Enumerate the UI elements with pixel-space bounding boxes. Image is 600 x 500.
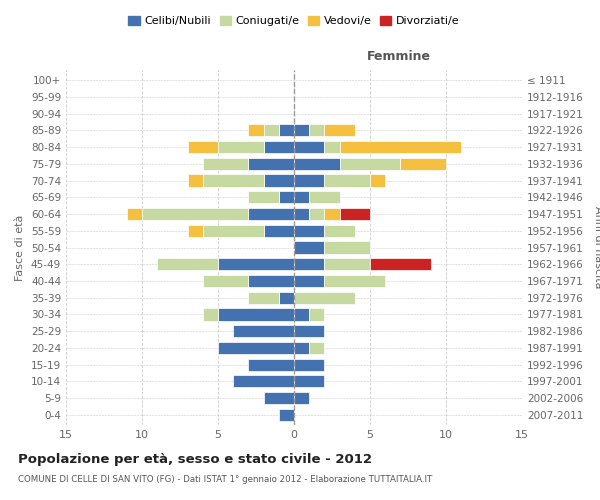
Bar <box>188 224 203 237</box>
Bar <box>325 242 370 254</box>
Bar <box>203 224 263 237</box>
Bar <box>325 141 340 153</box>
Bar <box>188 174 203 186</box>
Bar <box>294 376 325 388</box>
Text: COMUNE DI CELLE DI SAN VITO (FG) - Dati ISTAT 1° gennaio 2012 - Elaborazione TUT: COMUNE DI CELLE DI SAN VITO (FG) - Dati … <box>18 475 432 484</box>
Y-axis label: Fasce di età: Fasce di età <box>16 214 25 280</box>
Bar <box>279 191 294 203</box>
Bar <box>203 308 218 320</box>
Bar <box>233 376 294 388</box>
Bar <box>309 191 340 203</box>
Bar <box>203 275 248 287</box>
Bar <box>294 292 355 304</box>
Bar <box>294 308 309 320</box>
Bar <box>325 224 355 237</box>
Bar <box>294 208 309 220</box>
Legend: Celibi/Nubili, Coniugati/e, Vedovi/e, Divorziati/e: Celibi/Nubili, Coniugati/e, Vedovi/e, Di… <box>124 12 464 30</box>
Bar <box>370 258 431 270</box>
Bar <box>248 158 294 170</box>
Bar <box>294 258 325 270</box>
Bar <box>294 392 309 404</box>
Bar <box>294 158 340 170</box>
Bar <box>294 224 325 237</box>
Bar <box>325 174 370 186</box>
Bar <box>294 174 325 186</box>
Bar <box>218 141 263 153</box>
Bar <box>325 124 355 136</box>
Bar <box>279 409 294 421</box>
Bar <box>294 358 325 370</box>
Bar <box>325 208 340 220</box>
Bar <box>248 358 294 370</box>
Text: Popolazione per età, sesso e stato civile - 2012: Popolazione per età, sesso e stato civil… <box>18 452 372 466</box>
Bar <box>218 342 294 354</box>
Bar <box>325 258 370 270</box>
Bar <box>400 158 446 170</box>
Bar <box>279 124 294 136</box>
Bar <box>248 124 263 136</box>
Bar <box>188 141 218 153</box>
Bar <box>309 342 325 354</box>
Bar <box>203 158 248 170</box>
Bar <box>340 158 400 170</box>
Bar <box>294 124 309 136</box>
Bar <box>294 325 325 338</box>
Bar <box>309 308 325 320</box>
Bar <box>263 392 294 404</box>
Bar <box>294 141 325 153</box>
Bar <box>370 174 385 186</box>
Bar <box>263 141 294 153</box>
Bar <box>203 174 263 186</box>
Bar <box>325 275 385 287</box>
Bar <box>248 275 294 287</box>
Bar <box>248 208 294 220</box>
Bar <box>279 292 294 304</box>
Bar <box>142 208 248 220</box>
Bar <box>340 141 461 153</box>
Bar <box>248 191 279 203</box>
Bar <box>294 242 325 254</box>
Bar <box>294 191 309 203</box>
Bar <box>294 342 309 354</box>
Bar <box>218 308 294 320</box>
Bar <box>340 208 370 220</box>
Bar <box>263 174 294 186</box>
Bar <box>218 258 294 270</box>
Bar <box>309 208 325 220</box>
Bar <box>294 275 325 287</box>
Text: Femmine: Femmine <box>367 50 431 63</box>
Bar <box>309 124 325 136</box>
Y-axis label: Anni di nascita: Anni di nascita <box>593 206 600 289</box>
Bar <box>233 325 294 338</box>
Bar <box>157 258 218 270</box>
Bar <box>127 208 142 220</box>
Bar <box>248 292 279 304</box>
Bar <box>263 124 279 136</box>
Bar <box>263 224 294 237</box>
